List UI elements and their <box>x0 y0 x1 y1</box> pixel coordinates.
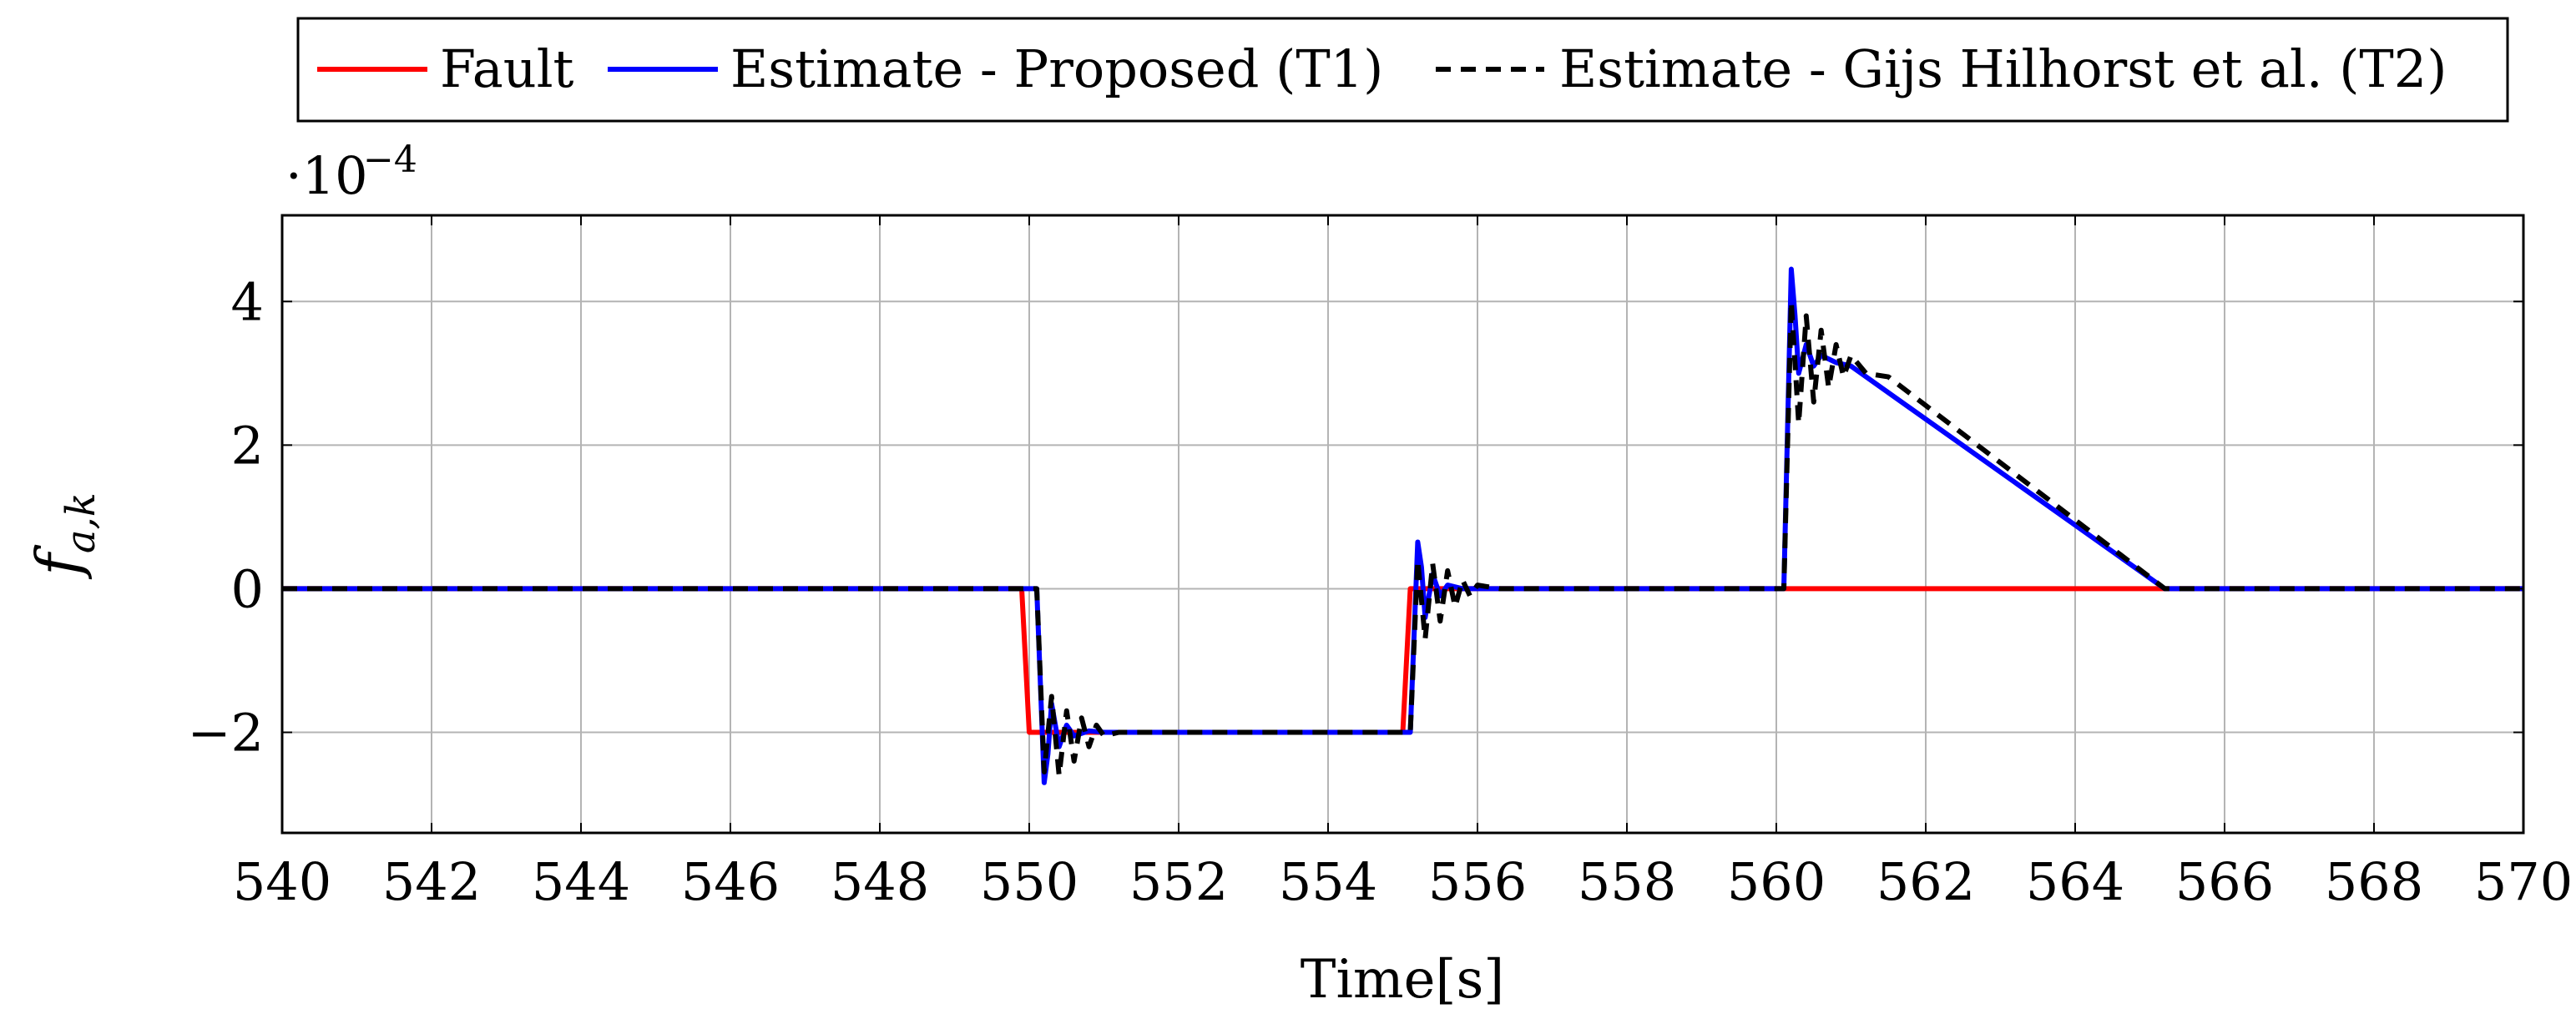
x-tick-label: 540 <box>233 851 331 912</box>
x-tick-label: 546 <box>681 851 780 912</box>
x-tick-label: 570 <box>2474 851 2573 912</box>
x-tick-label: 556 <box>1428 851 1527 912</box>
x-tick-label: 560 <box>1727 851 1826 912</box>
plot-frame <box>280 214 2525 835</box>
y-tick-label: 2 <box>231 415 264 476</box>
y-axis-title: fa,k <box>23 492 104 580</box>
y-multiplier-exponent: −4 <box>363 139 417 181</box>
y-axis-title-sub: a,k <box>58 492 104 553</box>
x-tick-label: 558 <box>1578 851 1676 912</box>
x-tick-label: 564 <box>2026 851 2124 912</box>
x-axis: 540 542 544 546 548 550 552 554 556 558 560 562 564 5… <box>233 215 2573 912</box>
x-tick-label: 554 <box>1279 851 1377 912</box>
x-tick-label: 568 <box>2325 851 2423 912</box>
series-hilhorst-line <box>282 299 2523 779</box>
y-axis: −2 0 2 4 <box>188 271 2523 764</box>
x-tick-label: 544 <box>532 851 630 912</box>
legend-label-fault: Fault <box>440 38 574 99</box>
x-tick-label: 552 <box>1129 851 1228 912</box>
y-multiplier-base: ·10 <box>285 145 368 206</box>
x-tick-label: 542 <box>382 851 481 912</box>
y-tick-label: 0 <box>231 558 264 619</box>
svg-text:fa,k: fa,k <box>23 492 104 580</box>
legend: Fault Estimate - Proposed (T1) Estimate … <box>296 17 2509 123</box>
x-tick-label: 550 <box>980 851 1078 912</box>
legend-label-hilhorst: Estimate - Gijs Hilhorst et al. (T2) <box>1559 38 2447 99</box>
y-multiplier: ·10 −4 <box>285 139 417 206</box>
series-layer <box>282 266 2523 785</box>
y-tick-label: −2 <box>188 703 264 764</box>
x-axis-title: Time[s] <box>1301 949 1505 1011</box>
x-tick-label: 562 <box>1876 851 1975 912</box>
legend-label-proposed: Estimate - Proposed (T1) <box>730 38 1383 99</box>
x-tick-label: 548 <box>831 851 929 912</box>
x-tick-label: 566 <box>2175 851 2274 912</box>
y-tick-label: 4 <box>231 271 264 332</box>
